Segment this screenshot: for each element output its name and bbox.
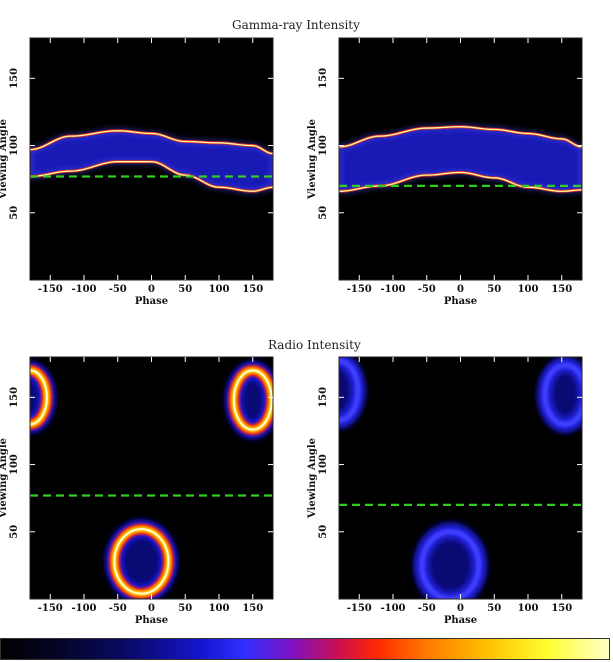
x-tick-label: -100 [380,603,405,614]
x-tick-label: 50 [487,284,501,295]
y-axis-label: Viewing Angle [307,438,318,519]
y-tick-label: 100 [9,135,20,156]
x-tick-label: 150 [242,603,263,614]
y-tick-label: 50 [9,525,20,539]
y-tick-label: 150 [318,68,329,89]
x-tick-label: 150 [551,284,572,295]
ring-core [113,528,170,595]
x-tick-label: -150 [347,603,372,614]
x-axis-label: Phase [444,615,477,626]
x-tick-label: 50 [487,603,501,614]
y-tick-label: 50 [318,525,329,539]
ring-core [419,529,482,599]
y-tick-label: 100 [9,454,20,475]
x-tick-label: -150 [38,603,63,614]
x-tick-label: 100 [518,284,539,295]
colorbar [0,638,610,660]
x-tick-label: -100 [380,284,405,295]
x-tick-label: 150 [242,284,263,295]
x-tick-label: -150 [347,284,372,295]
emission-ring-0 [30,362,55,433]
plot-content [339,124,582,194]
x-tick-label: 150 [551,603,572,614]
y-tick-label: 100 [318,135,329,156]
y-axis-label: Viewing Angle [307,119,318,200]
panel-radio-left: -150 -100 -50 0 50 100 150 50 100 150 Phase Viewing… [0,356,274,626]
y-tick-label: 50 [318,206,329,220]
x-axis-label: Phase [444,296,477,307]
x-tick-label: 100 [209,603,230,614]
emission-ring-2 [413,521,488,599]
x-tick-label: 0 [457,603,464,614]
y-axis-label: Viewing Angle [0,438,9,519]
band-upper-caustic [30,130,273,155]
x-tick-label: -50 [418,603,436,614]
x-tick-label: -100 [71,284,96,295]
band-lower-caustic [30,161,273,192]
y-tick-label: 150 [9,68,20,89]
panel-gamma-left: -150 -100 -50 0 50 100 150 50 100 150 Phase Viewing… [0,37,274,307]
panel-gamma-right: -150 -100 -50 0 50 100 150 50 100 150 Phase Viewing… [307,37,583,307]
x-axis-label: Phase [135,296,168,307]
gamma-ray-title: Gamma-ray Intensity [232,18,360,32]
x-tick-label: -50 [418,284,436,295]
x-tick-label: 0 [148,603,155,614]
x-tick-label: -50 [109,603,127,614]
ring-core [542,362,582,427]
band-upper-caustic [339,126,582,148]
y-tick-label: 100 [318,454,329,475]
x-tick-label: -100 [71,603,96,614]
x-axis-label: Phase [135,615,168,626]
y-tick-label: 150 [318,387,329,408]
emission-ring-1 [537,357,582,434]
emission-ring-1 [225,361,273,439]
ring-core [30,369,48,426]
x-tick-label: -150 [38,284,63,295]
x-tick-label: 50 [178,284,192,295]
x-tick-label: 100 [518,603,539,614]
x-tick-label: 0 [148,284,155,295]
plot-content [339,357,582,599]
x-tick-label: -50 [109,284,127,295]
plot-content [30,361,273,599]
x-tick-label: 0 [457,284,464,295]
panel-radio-right: -150 -100 -50 0 50 100 150 50 100 150 Phase Viewing… [307,356,583,626]
emission-ring-2 [106,519,177,599]
emission-band [339,126,582,192]
y-axis-label: Viewing Angle [0,119,9,200]
ring-core [232,369,273,431]
y-tick-label: 50 [9,206,20,220]
radio-title: Radio Intensity [268,338,361,352]
x-tick-label: 50 [178,603,192,614]
y-tick-label: 150 [9,387,20,408]
x-tick-label: 100 [209,284,230,295]
